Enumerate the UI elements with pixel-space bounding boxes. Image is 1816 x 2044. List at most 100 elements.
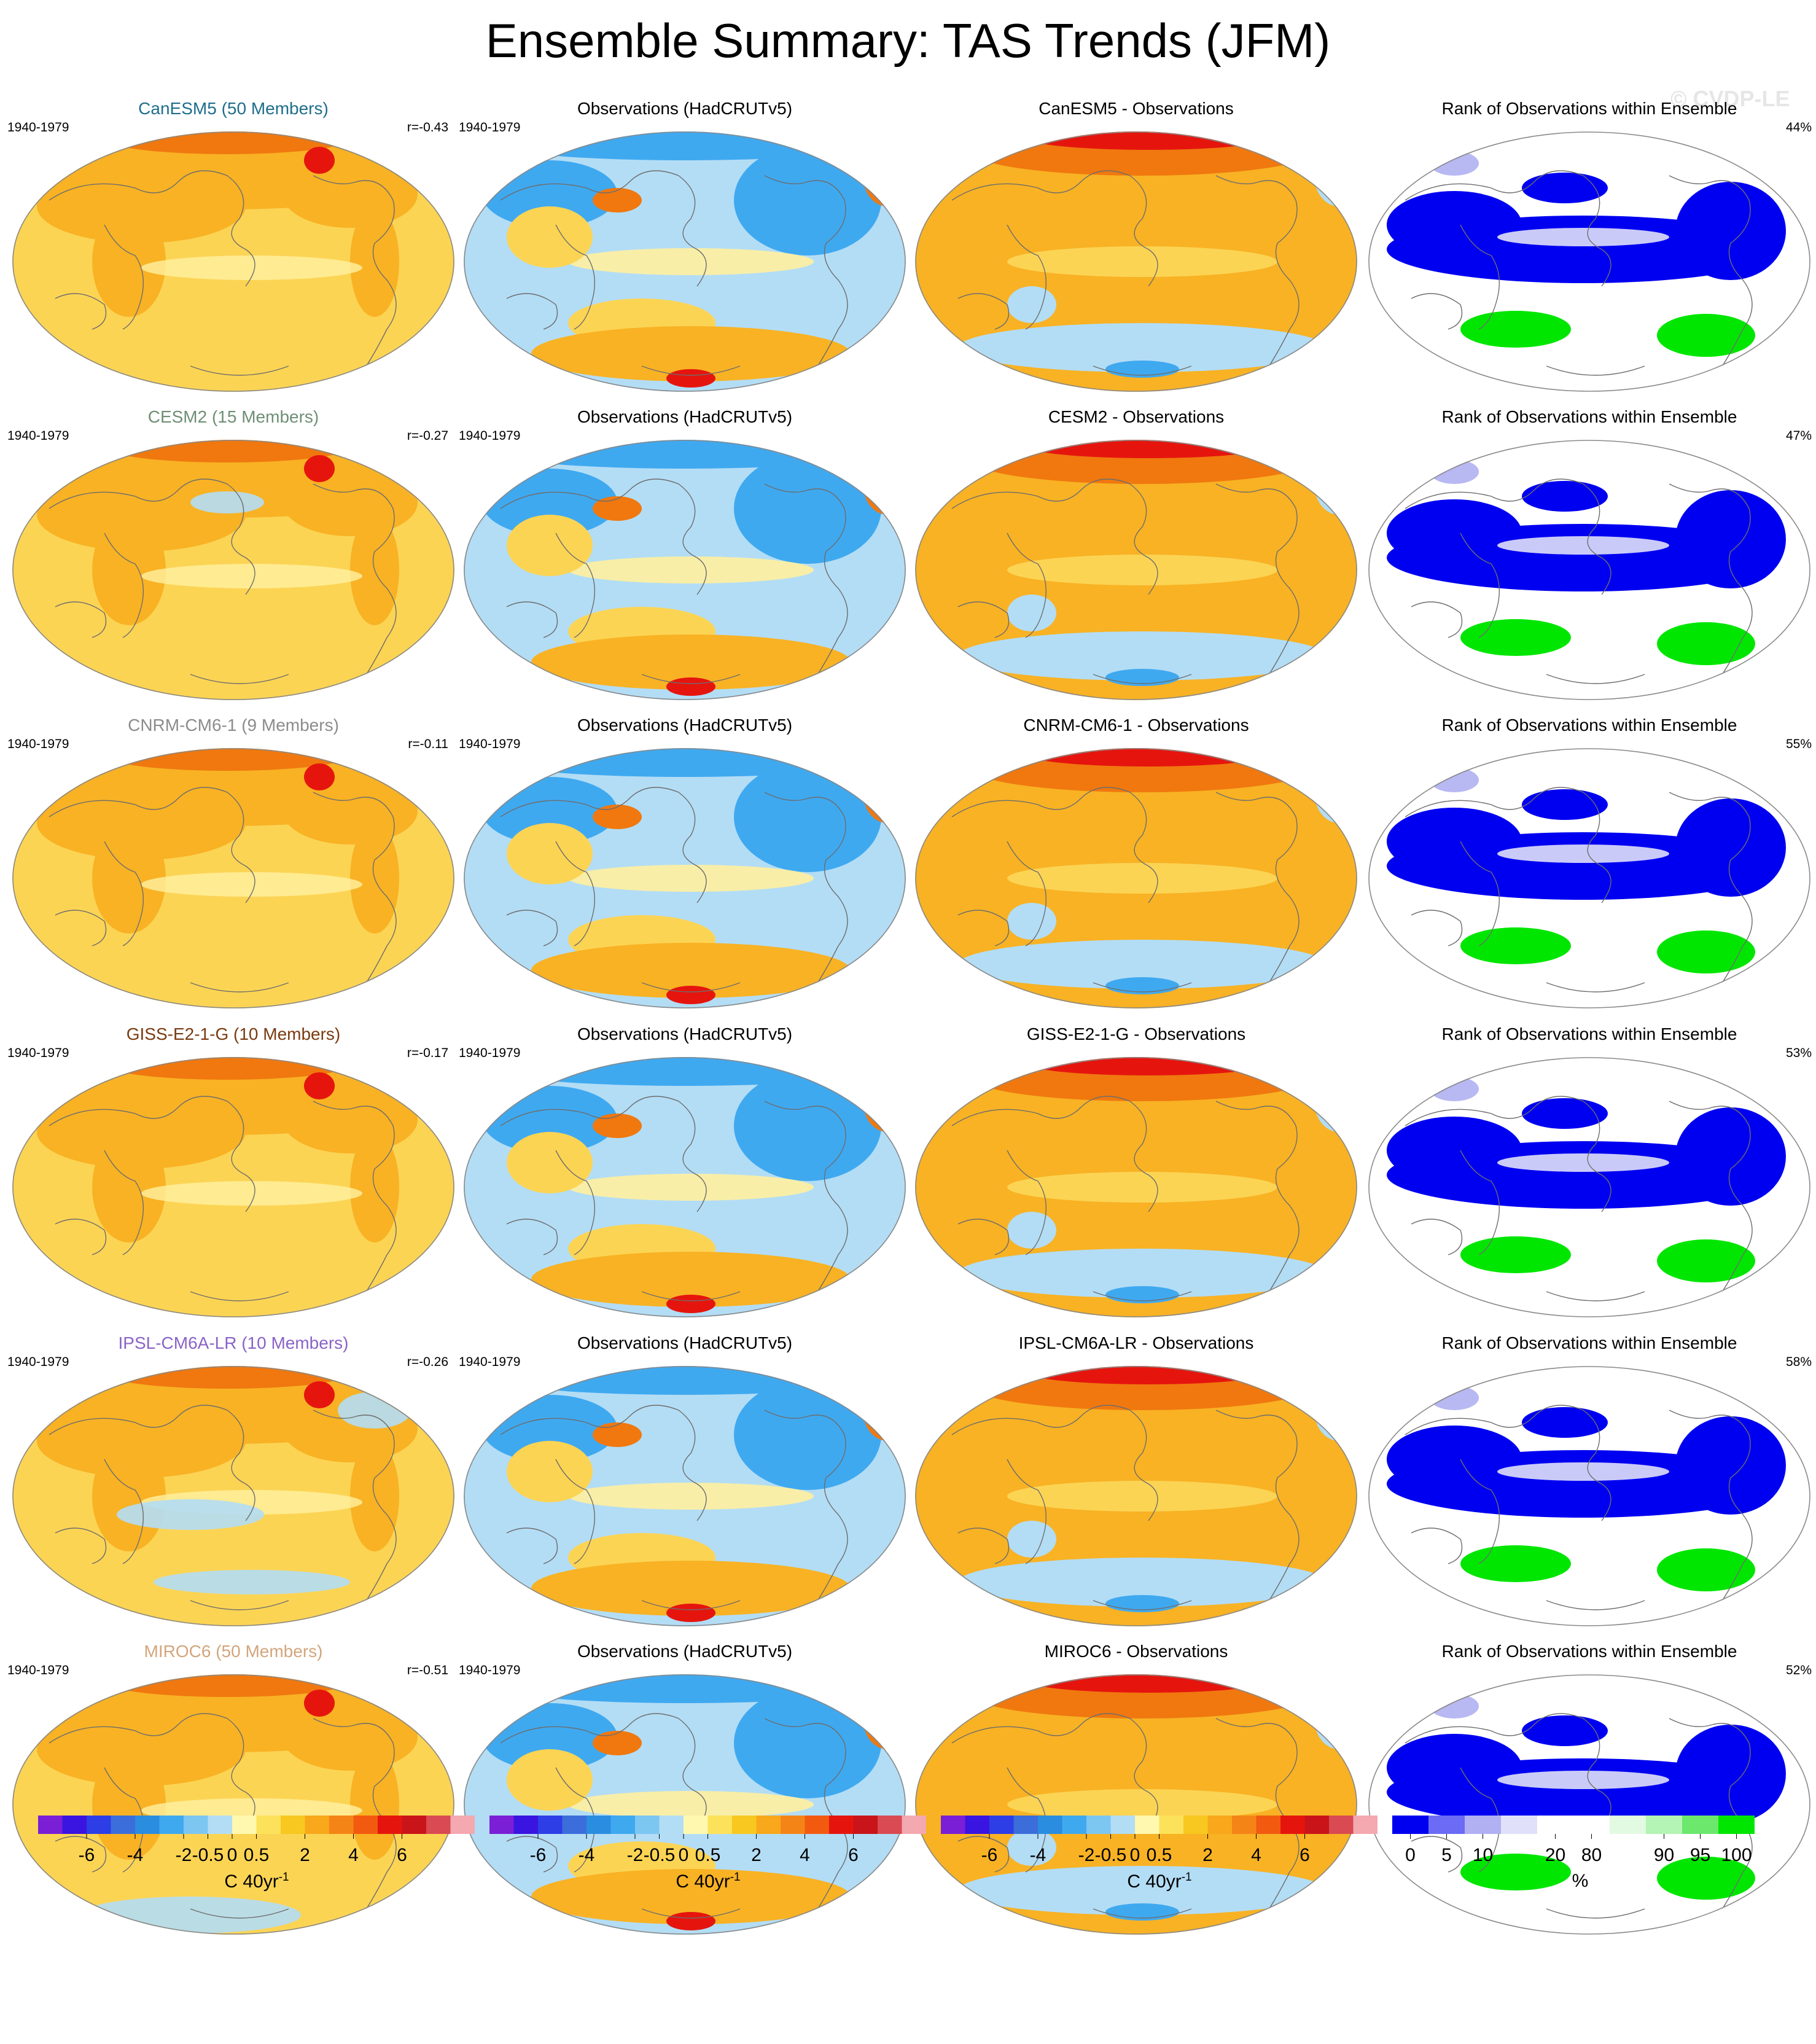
period-label: 1940-1979: [459, 1355, 521, 1369]
coastlines: [500, 787, 848, 993]
globe-map: [12, 1366, 454, 1626]
watermark: © CVDP-LE: [1670, 86, 1790, 111]
globe-outline: [12, 748, 454, 1008]
southern-ocean-warming: [531, 326, 851, 381]
southern-high-rank-west: [1460, 1854, 1571, 1890]
eurasia-warming: [37, 478, 246, 552]
antarctic-hotspot: [666, 1604, 715, 1622]
colorbar-tick-label: 6: [397, 1845, 407, 1865]
southern-low-bias: [958, 1249, 1327, 1298]
colorbar-tick-label: -4: [579, 1845, 595, 1865]
colorbar-swatch: [829, 1816, 854, 1834]
globe-outline: [1368, 1674, 1810, 1935]
coastlines: [1405, 1405, 1753, 1610]
colorbar-tick-label: 2: [751, 1845, 762, 1865]
southern-high-rank-east: [1657, 1857, 1755, 1900]
colorbar-swatch: [707, 1816, 732, 1834]
colorbar-tick-label: 5: [1441, 1845, 1452, 1865]
colorbar-tick-label: 20: [1545, 1845, 1565, 1865]
southern-ocean-warming: [531, 943, 851, 998]
globe-map: [915, 131, 1357, 392]
globe-map: [464, 1674, 906, 1935]
arctic-warming: [104, 1057, 350, 1080]
colorbar-swatch: [562, 1816, 586, 1834]
period-label: 1940-1979: [7, 120, 69, 135]
north-pacific-low-rank: [1522, 1098, 1608, 1129]
southern-high-rank-west: [1460, 1236, 1571, 1273]
southern-low-bias: [958, 1866, 1327, 1915]
globe-map: [1368, 748, 1810, 1008]
north-atlantic-warming: [863, 762, 906, 823]
colorbar-swatch: [159, 1816, 184, 1834]
globe-map: [1368, 1057, 1810, 1317]
rank-percent: 47%: [1785, 429, 1812, 443]
rank-percent: 53%: [1785, 1046, 1812, 1060]
globe-outline: [1368, 748, 1810, 1008]
globe-outline: [12, 1674, 454, 1935]
north-america-warming: [283, 469, 418, 536]
colorbar-swatch: [781, 1816, 805, 1834]
north-atlantic-cool-patch: [338, 1392, 411, 1429]
pattern-correlation: r=-0.27: [407, 429, 448, 443]
indian-ocean-warming: [507, 206, 593, 268]
southern-high-rank-east: [1657, 314, 1755, 357]
tropical-bias: [1007, 1172, 1277, 1203]
coastlines: [500, 1096, 848, 1301]
colorbar-tick-label: 0: [679, 1845, 689, 1865]
low-rank-gap: [1497, 228, 1669, 246]
colorbar-tick-label: 4: [800, 1845, 810, 1865]
colorbar-swatch: [1207, 1816, 1232, 1834]
pattern-correlation: r=-0.43: [407, 120, 448, 135]
north-pacific-low-rank: [1522, 1407, 1608, 1438]
colorbar-swatch: [1465, 1816, 1501, 1834]
globe-outline: [1368, 1057, 1810, 1317]
northern-moderate-rank: [1430, 459, 1479, 484]
eurasia-warming: [37, 786, 246, 860]
siberia-warming: [593, 805, 642, 829]
north-america-cooling: [734, 1071, 881, 1181]
southern-low-bias: [958, 940, 1327, 989]
southern-high-rank-east: [1657, 930, 1755, 973]
southern-high-rank-west: [1460, 1545, 1571, 1582]
southern-ocean-warming: [531, 634, 851, 690]
colorbar-swatch: [538, 1816, 563, 1834]
coastlines: [500, 1713, 848, 1919]
difference-title: CESM2 - Observations: [1048, 407, 1225, 426]
colorbar-swatch: [1428, 1816, 1465, 1834]
ensemble-title: GISS-E2-1-G (10 Members): [126, 1024, 341, 1043]
colorbar-swatch: [732, 1816, 757, 1834]
ensemble-title: IPSL-CM6A-LR (10 Members): [118, 1333, 349, 1352]
north-pacific-low-rank: [1522, 1715, 1608, 1746]
rank-percent: 44%: [1785, 120, 1812, 135]
rank-title: Rank of Observations within Ensemble: [1441, 716, 1737, 735]
globe-map: [12, 440, 454, 700]
arctic-cooling: [501, 1674, 869, 1703]
coastlines: [1405, 787, 1753, 993]
tropical-band: [141, 564, 362, 588]
colorbar-tick-label: -0.5: [644, 1845, 676, 1865]
north-atlantic-low-bias: [1314, 1071, 1357, 1132]
colorbar-tick-label: 2: [1202, 1845, 1213, 1865]
tropical-bias: [1007, 1789, 1277, 1820]
difference-title: CNRM-CM6-1 - Observations: [1023, 716, 1249, 735]
tropical-neutral-band: [568, 248, 814, 275]
colorbar-tick-label: -6: [981, 1845, 998, 1865]
globe-outline: [464, 131, 906, 392]
north-america-warming: [283, 777, 418, 845]
antarctic-hotspot: [666, 1295, 715, 1313]
colorbar-swatch: [902, 1816, 926, 1834]
north-pacific-low-rank: [1522, 173, 1608, 203]
colorbar-tick-label: 95: [1690, 1845, 1710, 1865]
americas-low-rank: [1675, 1416, 1786, 1515]
north-america-warming: [283, 1086, 418, 1153]
africa-warming: [92, 823, 166, 934]
coastlines: [49, 787, 397, 993]
antarctic-low-bias: [1105, 1903, 1179, 1921]
panel-ens-row-5: IPSL-CM6A-LR (10 Members) 1940-1979 r=-0.2…: [6, 1333, 461, 1643]
colorbar-swatch: [1304, 1816, 1329, 1834]
northern-moderate-rank: [1430, 1077, 1479, 1101]
north-america-cooling: [734, 145, 881, 256]
arctic-hotspot-west: [80, 131, 117, 145]
western-low-rank: [1387, 1117, 1522, 1184]
colorbar-swatch: [62, 1816, 87, 1834]
